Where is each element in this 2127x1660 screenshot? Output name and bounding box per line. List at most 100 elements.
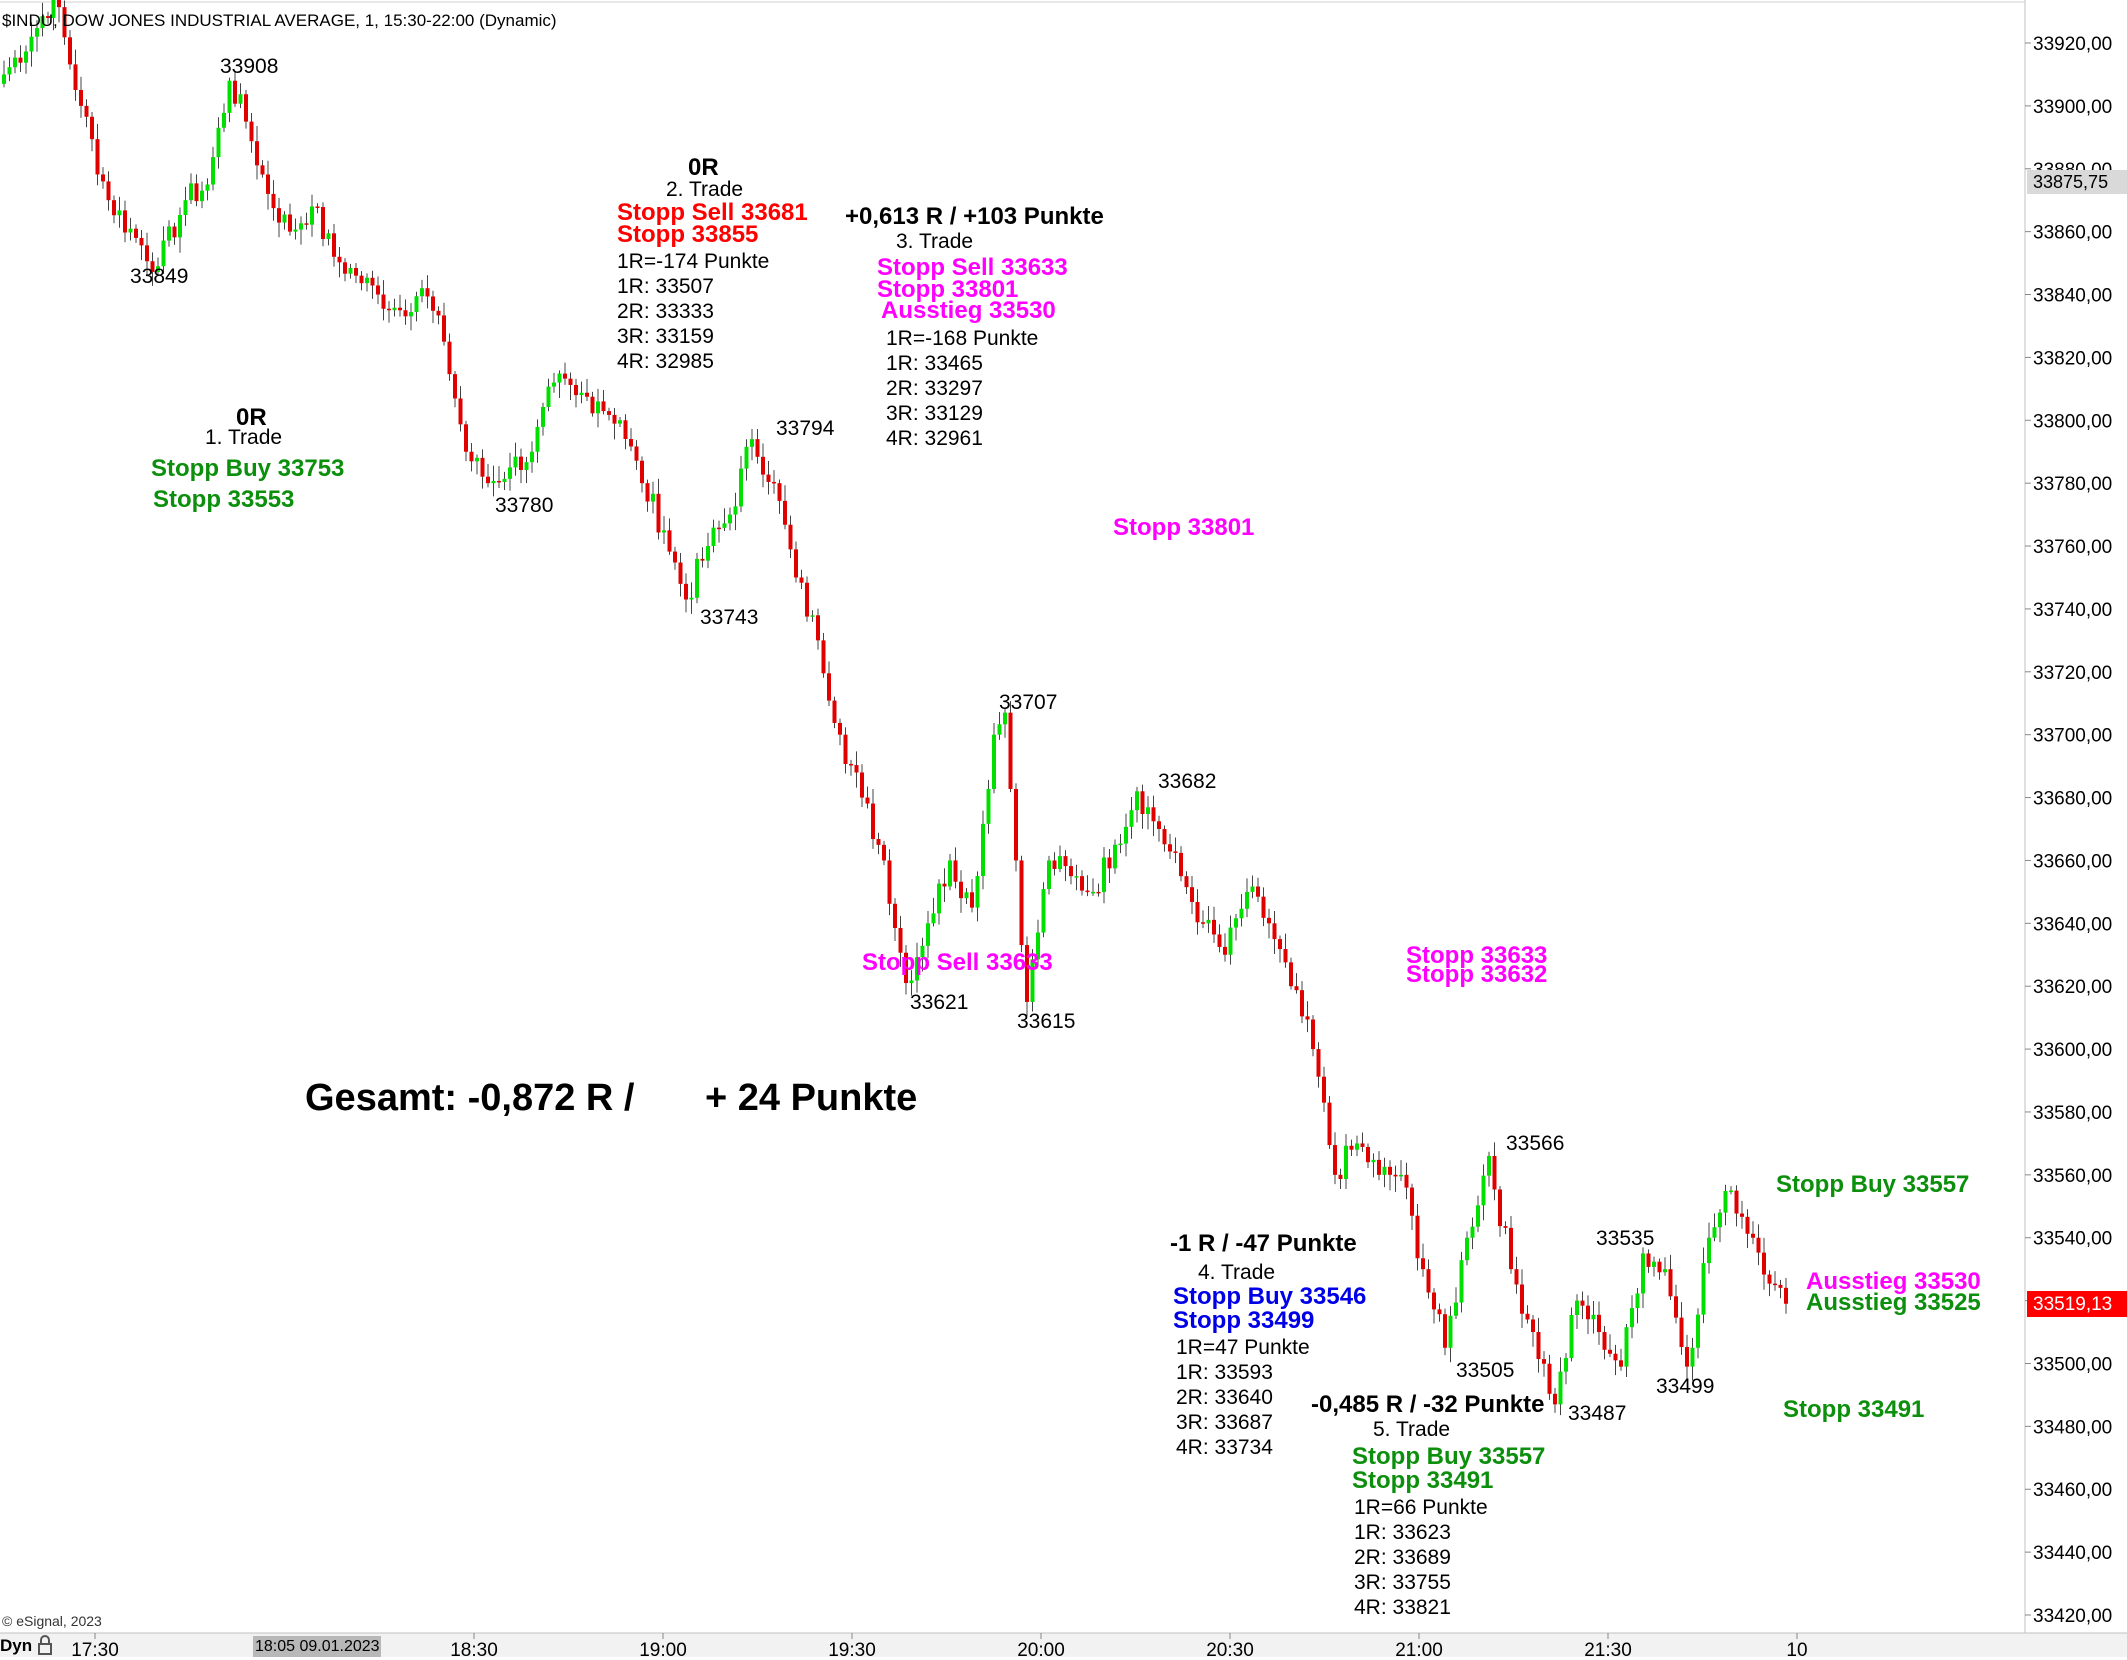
candle-down <box>574 384 578 396</box>
candle-down <box>1410 1187 1414 1216</box>
trade2-or: 0R <box>688 154 719 181</box>
candle-up <box>161 240 166 267</box>
candle-up <box>1146 807 1150 815</box>
candle-down <box>1289 962 1293 987</box>
candle-up <box>1712 1227 1717 1238</box>
candle-up <box>348 268 353 274</box>
candle-down <box>1421 1258 1425 1270</box>
candle-down <box>601 401 606 412</box>
candle-up <box>1718 1212 1722 1228</box>
candle-up <box>1102 857 1106 893</box>
candle-up <box>596 401 600 414</box>
candle-down <box>684 583 688 600</box>
candle-down <box>68 37 72 65</box>
candle-up <box>992 734 996 789</box>
candle-up <box>216 127 221 158</box>
candle-up <box>1344 1145 1348 1179</box>
price-ticks-group: 33920,0033900,0033880,0033860,0033840,00… <box>2025 34 2112 1627</box>
trade5-r2: 2R: 33689 <box>1354 1546 1451 1569</box>
candle-down <box>1184 876 1189 888</box>
candle-up <box>579 392 584 396</box>
candle-up <box>178 214 182 238</box>
candle-down <box>1096 891 1101 894</box>
candle-down <box>337 256 342 263</box>
candle-up <box>1228 927 1233 955</box>
candle-down <box>1201 922 1205 924</box>
candle-up <box>238 94 243 104</box>
candle-up <box>1074 876 1079 878</box>
trade3-r3: 3R: 33129 <box>886 402 983 425</box>
candle-down <box>827 673 831 701</box>
candle-down <box>304 223 309 225</box>
time-tick-label: 21:30 <box>1584 1640 1632 1657</box>
trade4-r3: 3R: 33687 <box>1176 1411 1273 1434</box>
candle-up <box>651 493 655 502</box>
candle-down <box>777 483 782 501</box>
candle-down <box>145 245 149 262</box>
candle-up <box>1058 856 1062 869</box>
time-tick-label: 10 <box>1786 1640 1807 1657</box>
candle-down <box>585 392 589 397</box>
marker-stopp-33632: Stopp 33632 <box>1406 961 1548 988</box>
trade3-r0: 1R=-168 Punkte <box>886 327 1039 350</box>
dyn-label[interactable]: Dyn <box>0 1636 33 1655</box>
candle-up <box>695 558 699 598</box>
candle-down <box>1734 1190 1739 1214</box>
candle-down <box>288 214 292 232</box>
candle-down <box>865 797 870 804</box>
candle-down <box>612 414 617 424</box>
trade2-r1: 1R: 33507 <box>617 275 714 298</box>
marker-stopp-33491: Stopp 33491 <box>1783 1396 1925 1423</box>
candle-up <box>1245 891 1249 909</box>
candle-up <box>662 530 666 533</box>
trade5-r0: 1R=66 Punkte <box>1354 1496 1488 1519</box>
cursor-date-box: 18:05 09.01.2023 <box>253 1636 381 1657</box>
candle-up <box>920 945 925 958</box>
candle-up <box>909 980 914 984</box>
candle-down <box>761 456 765 475</box>
swing-label-33780: 33780 <box>495 494 554 517</box>
candle-up <box>1558 1371 1563 1405</box>
candle-down <box>1740 1213 1744 1217</box>
candle-down <box>1531 1319 1535 1333</box>
candle-up <box>1701 1263 1706 1315</box>
candle-down <box>832 700 837 723</box>
candle-down <box>898 927 903 953</box>
candle-up <box>739 468 743 507</box>
candle-up <box>1382 1166 1387 1175</box>
price-tick-label: 33860,00 <box>2033 223 2112 244</box>
trade3-stop-marker: Stopp 33801 <box>1113 514 1255 541</box>
candle-down <box>1503 1226 1508 1228</box>
candle-up <box>1459 1260 1464 1303</box>
candle-down <box>497 480 501 483</box>
candle-down <box>376 285 380 295</box>
candle-down <box>1316 1049 1321 1077</box>
candle-down <box>1536 1332 1541 1360</box>
candle-down <box>568 378 573 385</box>
time-tick-label: 19:00 <box>639 1640 687 1657</box>
candle-down <box>1190 887 1194 902</box>
trade3-stop: Stopp 33801 <box>877 276 1019 303</box>
candle-up <box>200 190 204 202</box>
price-tick-label: 33700,00 <box>2033 726 2112 747</box>
candle-down <box>1437 1309 1442 1315</box>
swing-label-33849: 33849 <box>130 265 189 288</box>
candle-down <box>1751 1233 1755 1238</box>
candle-up <box>51 0 56 18</box>
candle-down <box>1377 1159 1381 1175</box>
candle-down <box>656 493 661 533</box>
trade5-name: 5. Trade <box>1373 1418 1451 1441</box>
candle-up <box>1707 1237 1711 1264</box>
candle-down <box>73 64 78 90</box>
candle-up <box>1030 959 1035 1002</box>
candle-up <box>128 228 133 233</box>
candle-down <box>970 892 974 908</box>
candle-down <box>1157 821 1161 829</box>
lock-icon[interactable] <box>36 1635 54 1655</box>
candle-down <box>1778 1284 1783 1288</box>
trade3-name: 3. Trade <box>896 230 974 253</box>
candle-down <box>1014 788 1018 861</box>
trade2-r2: 2R: 33333 <box>617 300 714 323</box>
candle-up <box>2 74 6 84</box>
